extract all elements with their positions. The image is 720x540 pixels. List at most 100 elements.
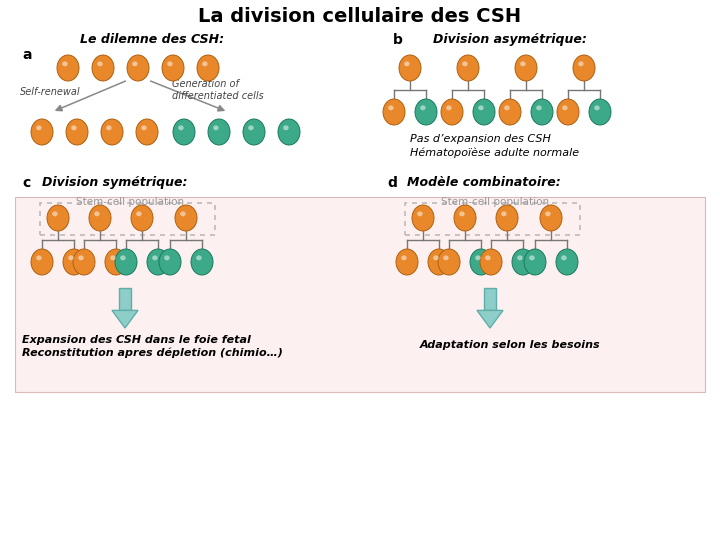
Ellipse shape [444,255,449,260]
Ellipse shape [202,62,207,66]
Ellipse shape [208,119,230,145]
Ellipse shape [388,105,394,110]
Ellipse shape [475,255,481,260]
Ellipse shape [441,99,463,125]
Ellipse shape [485,255,490,260]
Ellipse shape [499,99,521,125]
Polygon shape [119,288,131,310]
Text: b: b [393,33,403,47]
Ellipse shape [196,255,202,260]
Ellipse shape [529,255,535,260]
Ellipse shape [159,249,181,275]
Bar [15,197,705,392]
Ellipse shape [562,105,567,110]
Ellipse shape [520,62,526,66]
Text: Le dilemne des CSH:: Le dilemne des CSH: [80,33,224,46]
Ellipse shape [191,249,213,275]
Text: d: d [387,176,397,190]
Ellipse shape [478,105,484,110]
Polygon shape [484,288,496,310]
Text: Reconstitution apres dépletion (chimio…): Reconstitution apres dépletion (chimio…) [22,348,283,359]
Ellipse shape [512,249,534,275]
Ellipse shape [132,62,138,66]
Ellipse shape [57,55,79,81]
Ellipse shape [573,55,595,81]
Text: Expansion des CSH dans le foie fetal: Expansion des CSH dans le foie fetal [22,335,251,345]
Ellipse shape [428,249,450,275]
Ellipse shape [412,205,434,231]
Ellipse shape [66,119,88,145]
Bar [405,203,580,235]
Ellipse shape [152,255,158,260]
Ellipse shape [462,62,468,66]
Ellipse shape [89,205,111,231]
Ellipse shape [63,249,85,275]
Ellipse shape [501,211,507,217]
Text: Stem-cell population: Stem-cell population [76,197,184,207]
Ellipse shape [110,255,116,260]
Ellipse shape [173,119,195,145]
Ellipse shape [31,119,53,145]
Ellipse shape [399,55,421,81]
Ellipse shape [545,211,551,217]
Ellipse shape [420,105,426,110]
Text: Generation of
differentiated cells: Generation of differentiated cells [172,79,264,101]
Ellipse shape [68,255,73,260]
Ellipse shape [162,55,184,81]
Ellipse shape [433,255,438,260]
Ellipse shape [97,62,103,66]
Polygon shape [112,310,138,328]
Ellipse shape [536,105,541,110]
Ellipse shape [175,205,197,231]
Ellipse shape [94,211,99,217]
Ellipse shape [540,205,562,231]
Text: a: a [22,48,32,62]
Ellipse shape [62,62,68,66]
Ellipse shape [164,255,170,260]
Text: Pas d’expansion des CSH: Pas d’expansion des CSH [410,134,551,144]
Ellipse shape [115,249,137,275]
Ellipse shape [147,249,169,275]
Text: Modèle combinatoire:: Modèle combinatoire: [407,176,561,189]
Ellipse shape [594,105,600,110]
Ellipse shape [496,205,518,231]
Ellipse shape [180,211,186,217]
Ellipse shape [78,255,84,260]
Text: Self-renewal: Self-renewal [20,87,81,97]
Text: c: c [22,176,30,190]
Ellipse shape [470,249,492,275]
Ellipse shape [127,55,149,81]
Ellipse shape [278,119,300,145]
Ellipse shape [101,119,123,145]
Ellipse shape [415,99,437,125]
Text: Adaptation selon les besoins: Adaptation selon les besoins [420,340,600,350]
Ellipse shape [396,249,418,275]
Ellipse shape [438,249,460,275]
Ellipse shape [243,119,265,145]
Ellipse shape [105,249,127,275]
Ellipse shape [92,55,114,81]
Ellipse shape [459,211,464,217]
Ellipse shape [120,255,126,260]
Ellipse shape [454,205,476,231]
Ellipse shape [401,255,407,260]
Ellipse shape [524,249,546,275]
Ellipse shape [457,55,479,81]
Ellipse shape [36,255,42,260]
Ellipse shape [404,62,410,66]
Text: Hématopoïèse adulte normale: Hématopoïèse adulte normale [410,147,579,158]
Ellipse shape [141,125,147,130]
Ellipse shape [517,255,523,260]
Polygon shape [477,310,503,328]
Ellipse shape [73,249,95,275]
Ellipse shape [283,125,289,130]
Ellipse shape [561,255,567,260]
Ellipse shape [131,205,153,231]
Ellipse shape [446,105,451,110]
Ellipse shape [473,99,495,125]
Text: Division asymétrique:: Division asymétrique: [433,33,587,46]
Ellipse shape [71,125,76,130]
Ellipse shape [197,55,219,81]
Ellipse shape [178,125,184,130]
Ellipse shape [31,249,53,275]
